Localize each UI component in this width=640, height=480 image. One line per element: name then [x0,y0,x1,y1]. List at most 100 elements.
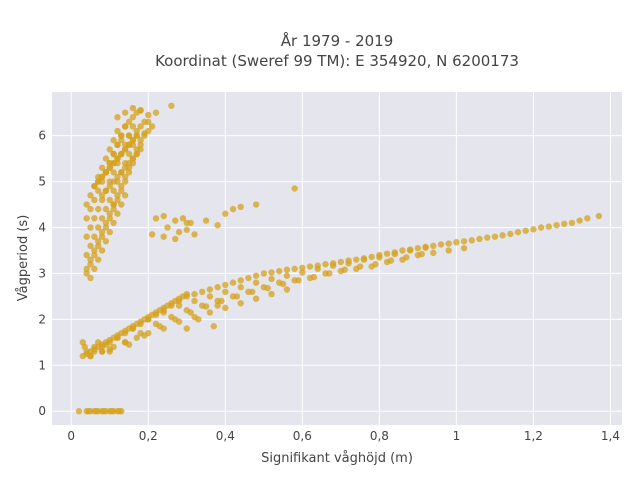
data-point [199,288,206,295]
data-point [95,256,102,263]
data-point [141,130,148,137]
data-point [164,224,171,231]
data-point [522,227,529,234]
data-point [430,242,437,250]
data-point [283,272,291,279]
data-point [191,231,198,238]
data-point [279,280,287,288]
data-point [233,293,241,300]
data-point [214,302,221,309]
data-point [114,334,121,341]
data-point [341,266,348,273]
data-point [360,256,368,263]
data-point [453,238,460,246]
data-point [252,279,260,286]
data-point [102,224,110,231]
data-point [106,228,113,236]
data-point [160,325,167,332]
data-point [133,127,140,135]
data-point [75,408,83,415]
data-point [133,150,140,158]
data-point [299,264,306,272]
data-point [276,267,283,275]
data-point [183,325,190,332]
data-point [125,132,133,139]
data-point [91,182,98,190]
data-point [268,290,275,298]
data-point [206,293,214,300]
data-point [114,210,121,217]
data-point [87,205,94,213]
data-point [152,215,160,222]
x-tick-label: 1,4 [601,429,620,443]
data-point [148,231,156,238]
x-tick-label: 1 [453,429,461,443]
data-point [102,219,110,227]
data-point [129,137,137,144]
data-point [172,235,179,243]
data-points [75,102,603,415]
data-point [160,233,167,240]
data-point [445,247,452,254]
data-point [102,205,110,213]
data-point [108,408,115,415]
data-point [245,274,252,282]
data-point [114,141,121,149]
data-point [584,215,591,222]
data-point [191,290,198,298]
data-point [118,132,125,139]
data-point [121,329,129,337]
data-point [91,215,98,222]
data-point [229,205,237,213]
data-point [214,284,221,291]
data-point [214,222,221,229]
data-point [110,169,117,176]
data-point [399,247,406,254]
data-point [87,261,94,268]
data-point [129,104,137,112]
data-point [106,210,113,217]
x-tick-label: 0 [67,429,75,443]
data-point [98,343,106,351]
data-point [83,265,90,273]
data-point [106,146,113,153]
data-point [137,107,144,114]
data-point [406,247,414,254]
data-point [129,325,137,332]
y-tick-label: 6 [38,129,46,143]
data-point [118,150,125,158]
data-point [206,286,214,293]
data-point [337,258,345,266]
data-point [202,303,210,310]
data-point [326,270,333,277]
data-point [545,223,553,230]
data-point [191,297,198,305]
x-tick-label: 0,4 [216,429,235,443]
data-point [98,233,106,240]
data-point [137,137,144,144]
data-point [110,137,117,144]
data-point [202,217,210,224]
data-point [87,242,94,250]
data-point [83,201,90,208]
data-point [102,187,110,194]
data-point [414,244,422,252]
data-point [114,196,121,204]
data-point [137,320,144,328]
data-point [91,251,98,259]
data-point [125,159,133,167]
data-point [91,265,98,273]
y-tick-labels: 0 1 2 3 4 5 6 [38,129,46,419]
data-point [110,178,117,185]
data-point [537,224,545,231]
data-point [102,238,110,245]
data-point [148,123,156,130]
data-point [114,127,121,135]
data-point [121,339,129,346]
data-point [137,146,144,153]
data-point [121,192,129,199]
data-point [222,210,229,217]
data-point [141,118,148,126]
data-point [98,173,106,181]
data-point [110,150,117,158]
